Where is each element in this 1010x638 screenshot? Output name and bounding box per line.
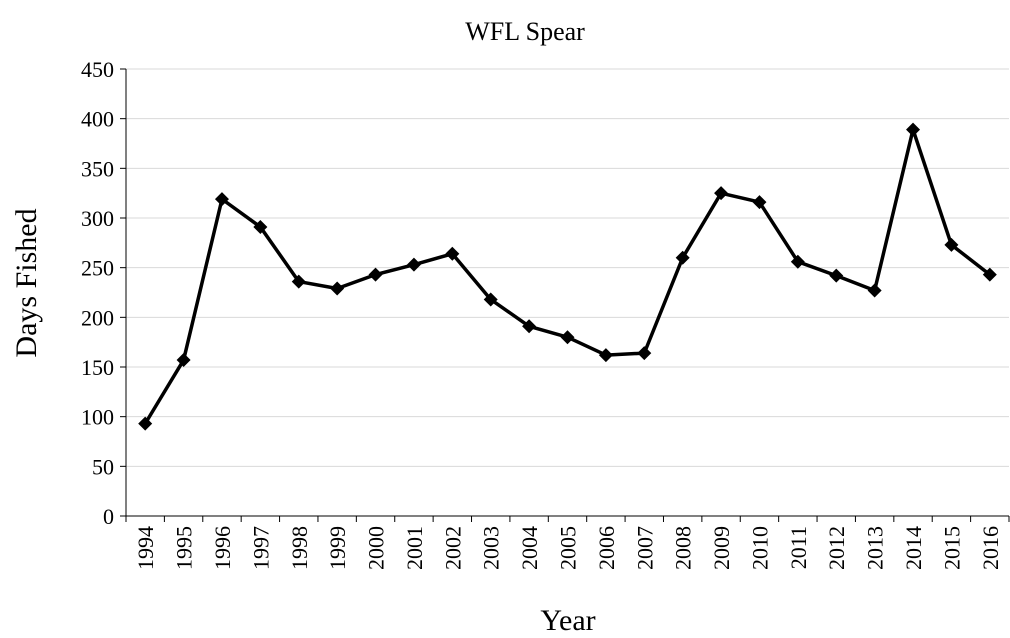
marker: [714, 186, 729, 201]
line: [143, 127, 991, 425]
x-tick-label: 2006: [594, 526, 619, 570]
x-tick-label: 1995: [172, 526, 197, 570]
x-tick-label: 2013: [863, 526, 888, 570]
x-tick-label: 2010: [747, 526, 772, 570]
x-tick-label: 2014: [901, 526, 926, 570]
x-axis-label: Year: [540, 604, 595, 637]
marker: [867, 283, 882, 298]
y-tick-label: 400: [81, 107, 114, 132]
x-tick-label: 2000: [364, 526, 389, 570]
marker: [291, 274, 306, 289]
marker: [829, 268, 844, 283]
x-tick-label: 2016: [978, 526, 1003, 570]
chart-title: WFL Spear: [465, 17, 585, 46]
marker: [752, 195, 767, 210]
x-tick-label: 1997: [248, 526, 273, 570]
y-tick-label: 200: [81, 305, 114, 330]
x-tick-label: 2015: [939, 526, 964, 570]
x-tick-label: 1998: [287, 526, 312, 570]
marker: [522, 319, 537, 334]
y-tick-label: 300: [81, 206, 114, 231]
x-tick-label: 2008: [671, 526, 696, 570]
marker: [560, 330, 575, 345]
x-tick-label: 2012: [824, 526, 849, 570]
marker: [598, 348, 613, 363]
marker: [253, 219, 268, 234]
x-tick-label: 2004: [517, 526, 542, 570]
marker: [944, 237, 959, 252]
y-tick-label: 150: [81, 355, 114, 380]
y-tick-label: 100: [81, 405, 114, 430]
x-tick-label: 1994: [133, 526, 158, 570]
marker: [368, 267, 383, 282]
x-tick-label: 2005: [556, 526, 581, 570]
y-tick-label: 50: [92, 454, 114, 479]
x-tick-label: 2003: [479, 526, 504, 570]
marker: [637, 346, 652, 361]
marker: [330, 281, 345, 296]
marker: [675, 250, 690, 265]
marker: [176, 353, 191, 368]
x-tick-label: 2001: [402, 526, 427, 570]
y-tick-label: 0: [103, 504, 114, 529]
x-tick-label: 2007: [632, 526, 657, 570]
x-tick-label: 1999: [325, 526, 350, 570]
marker: [138, 416, 153, 431]
marker: [790, 254, 805, 269]
marker: [214, 192, 229, 207]
marker: [406, 257, 421, 272]
marker: [906, 122, 921, 137]
y-tick-label: 250: [81, 256, 114, 281]
x-tick-label: 2011: [786, 526, 811, 569]
marker: [982, 267, 997, 282]
y-tick-label: 450: [81, 57, 114, 82]
marker: [483, 292, 498, 307]
x-tick-label: 2002: [440, 526, 465, 570]
y-axis-label: Days Fished: [10, 208, 43, 357]
y-tick-label: 350: [81, 156, 114, 181]
x-tick-label: 2009: [709, 526, 734, 570]
marker: [445, 246, 460, 261]
x-tick-label: 1996: [210, 526, 235, 570]
